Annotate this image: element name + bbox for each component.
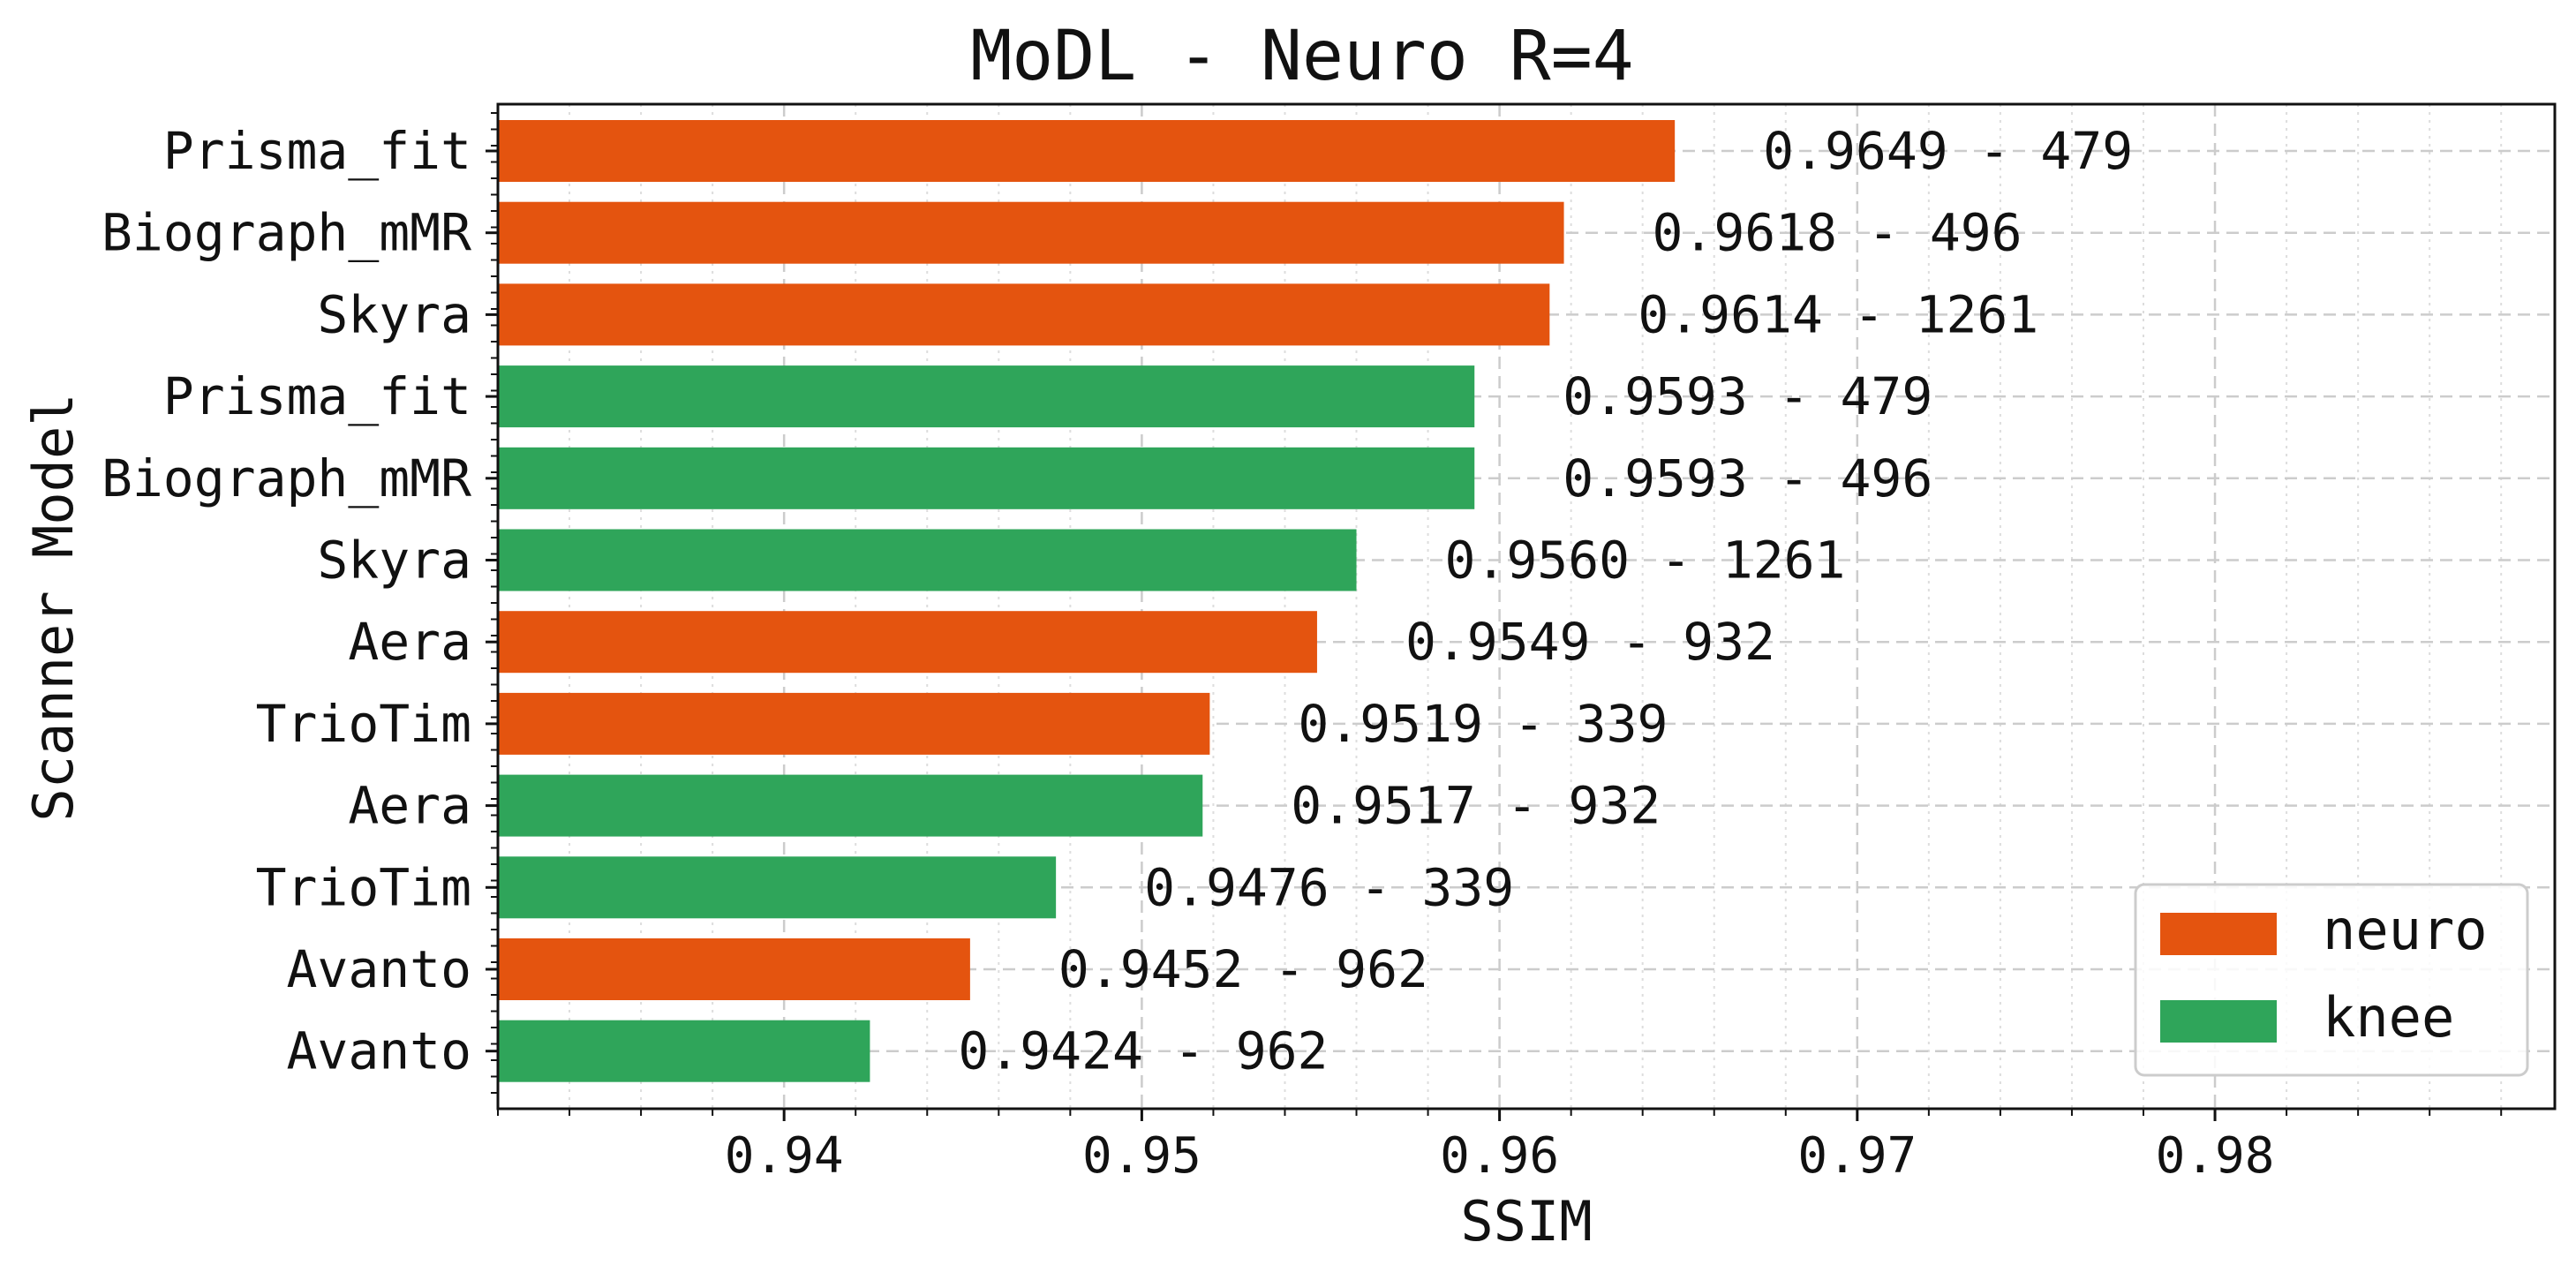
y-tick-label: TrioTim [256, 694, 471, 754]
bar-knee [498, 774, 1203, 837]
bar-value-label: 0.9476 - 339 [1144, 857, 1514, 917]
bar-neuro [498, 692, 1210, 755]
bar-knee [498, 365, 1475, 428]
legend: neuro knee [2134, 883, 2529, 1077]
plot-frame [496, 102, 2557, 1111]
bar-value-label: 0.9560 - 1261 [1445, 531, 1846, 591]
minor-grid [497, 104, 2503, 1109]
y-axis-ticks: Prisma_fit Biograph_mMR Skyra Prisma_fit Bio… [102, 112, 498, 1094]
y-tick-label: Aera [348, 776, 471, 836]
y-tick-label: Skyra [317, 284, 471, 344]
legend-swatch-neuro [2160, 913, 2277, 955]
bar-neuro [498, 201, 1564, 264]
bar-value-label: 0.9614 - 1261 [1638, 284, 2038, 344]
y-tick-label: Avanto [286, 939, 471, 999]
bar-value-label: 0.9618 - 496 [1653, 203, 2022, 263]
bar-knee [498, 856, 1057, 919]
value-labels-group: 0.9649 - 479 0.9618 - 496 0.9614 - 1261 0.9… [958, 121, 2133, 1081]
bar-value-label: 0.9452 - 962 [1058, 939, 1428, 999]
x-tick-label: 0.96 [1440, 1127, 1559, 1185]
bar-knee [498, 529, 1357, 591]
chart-title: MoDL - Neuro R=4 [970, 17, 1633, 96]
bar-neuro [498, 611, 1317, 674]
y-axis-label: Scanner Model [21, 393, 86, 821]
bar-neuro [498, 283, 1550, 346]
y-tick-label: Avanto [286, 1021, 471, 1081]
bar-knee [498, 1020, 870, 1082]
y-tick-label: Biograph_mMR [102, 203, 471, 263]
bar-value-label: 0.9649 - 479 [1763, 121, 2133, 181]
x-tick-label: 0.95 [1082, 1127, 1201, 1185]
bar-value-label: 0.9593 - 479 [1563, 366, 1932, 426]
y-tick-label: TrioTim [256, 857, 471, 917]
legend-label-knee: knee [2323, 985, 2454, 1050]
bar-value-label: 0.9549 - 932 [1405, 612, 1775, 672]
bar-value-label: 0.9517 - 932 [1291, 776, 1661, 836]
y-tick-label: Prisma_fit [163, 366, 471, 426]
y-tick-label: Skyra [317, 531, 471, 591]
x-tick-label: 0.98 [2156, 1127, 2275, 1185]
x-tick-label: 0.94 [725, 1127, 844, 1185]
bar-value-label: 0.9519 - 339 [1298, 694, 1668, 754]
x-tick-label: 0.97 [1797, 1127, 1917, 1185]
legend-swatch-knee [2160, 1000, 2277, 1043]
x-axis-label: SSIM [1460, 1189, 1592, 1254]
bar-knee [498, 447, 1475, 509]
bar-neuro [498, 938, 970, 1000]
x-axis-ticks: 0.94 0.95 0.96 0.97 0.98 [497, 1109, 2503, 1185]
bar-value-label: 0.9424 - 962 [958, 1021, 1328, 1081]
bar-neuro [498, 120, 1676, 182]
y-tick-label: Aera [348, 612, 471, 672]
y-tick-label: Prisma_fit [163, 121, 471, 181]
bar-value-label: 0.9593 - 496 [1563, 448, 1932, 508]
bars-group [498, 120, 1676, 1082]
legend-label-neuro: neuro [2323, 898, 2488, 962]
y-tick-label: Biograph_mMR [102, 448, 471, 508]
